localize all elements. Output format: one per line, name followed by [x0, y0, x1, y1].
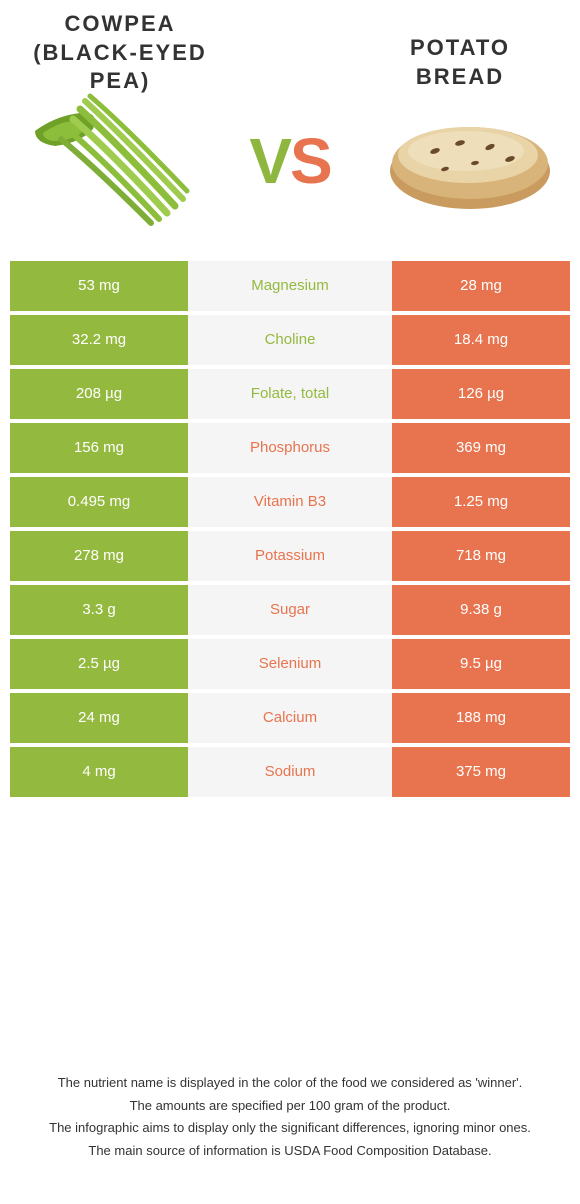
table-row: 32.2 mgCholine18.4 mg: [10, 315, 570, 365]
cowpea-image: [20, 86, 200, 236]
header-titles: COWPEA (BLACK-EYED PEA) POTATO BREAD: [0, 0, 580, 96]
left-value: 208 µg: [10, 369, 188, 419]
nutrient-name: Phosphorus: [188, 423, 392, 473]
right-value: 718 mg: [392, 531, 570, 581]
table-row: 3.3 gSugar9.38 g: [10, 585, 570, 635]
nutrient-name: Vitamin B3: [188, 477, 392, 527]
left-value: 0.495 mg: [10, 477, 188, 527]
title-text: COWPEA: [20, 10, 220, 39]
left-value: 3.3 g: [10, 585, 188, 635]
right-value: 188 mg: [392, 693, 570, 743]
left-value: 278 mg: [10, 531, 188, 581]
table-row: 156 mgPhosphorus369 mg: [10, 423, 570, 473]
bread-image: [380, 86, 560, 236]
right-value: 18.4 mg: [392, 315, 570, 365]
right-value: 9.5 µg: [392, 639, 570, 689]
right-food-title: POTATO BREAD: [360, 34, 560, 91]
nutrient-name: Potassium: [188, 531, 392, 581]
title-text: (BLACK-EYED: [20, 39, 220, 68]
left-value: 24 mg: [10, 693, 188, 743]
footer-line: The infographic aims to display only the…: [30, 1118, 550, 1139]
right-value: 126 µg: [392, 369, 570, 419]
footer-line: The amounts are specified per 100 gram o…: [30, 1096, 550, 1117]
right-value: 369 mg: [392, 423, 570, 473]
left-value: 4 mg: [10, 747, 188, 797]
table-row: 208 µgFolate, total126 µg: [10, 369, 570, 419]
table-row: 278 mgPotassium718 mg: [10, 531, 570, 581]
nutrient-name: Calcium: [188, 693, 392, 743]
left-value: 2.5 µg: [10, 639, 188, 689]
right-value: 28 mg: [392, 261, 570, 311]
footer-line: The main source of information is USDA F…: [30, 1141, 550, 1162]
left-value: 53 mg: [10, 261, 188, 311]
vs-row: VS: [0, 86, 580, 261]
vs-v: V: [249, 125, 290, 197]
nutrient-name: Magnesium: [188, 261, 392, 311]
vs-s: S: [290, 125, 331, 197]
footer-line: The nutrient name is displayed in the co…: [30, 1073, 550, 1094]
nutrient-name: Sugar: [188, 585, 392, 635]
right-value: 1.25 mg: [392, 477, 570, 527]
nutrient-name: Folate, total: [188, 369, 392, 419]
table-row: 24 mgCalcium188 mg: [10, 693, 570, 743]
comparison-table: 53 mgMagnesium28 mg32.2 mgCholine18.4 mg…: [10, 261, 570, 797]
left-value: 32.2 mg: [10, 315, 188, 365]
nutrient-name: Selenium: [188, 639, 392, 689]
table-row: 4 mgSodium375 mg: [10, 747, 570, 797]
nutrient-name: Sodium: [188, 747, 392, 797]
table-row: 53 mgMagnesium28 mg: [10, 261, 570, 311]
right-value: 375 mg: [392, 747, 570, 797]
nutrient-name: Choline: [188, 315, 392, 365]
vs-label: VS: [249, 124, 330, 198]
left-food-title: COWPEA (BLACK-EYED PEA): [20, 10, 220, 96]
table-row: 0.495 mgVitamin B31.25 mg: [10, 477, 570, 527]
left-value: 156 mg: [10, 423, 188, 473]
title-text: POTATO: [360, 34, 560, 63]
footer-notes: The nutrient name is displayed in the co…: [0, 1073, 580, 1164]
table-row: 2.5 µgSelenium9.5 µg: [10, 639, 570, 689]
right-value: 9.38 g: [392, 585, 570, 635]
